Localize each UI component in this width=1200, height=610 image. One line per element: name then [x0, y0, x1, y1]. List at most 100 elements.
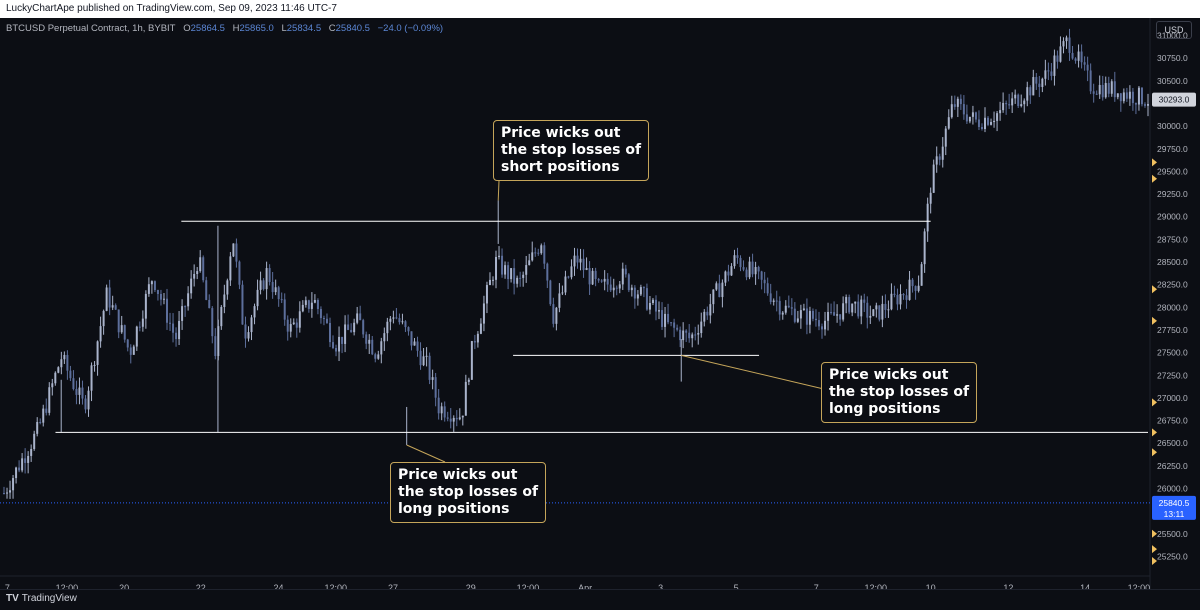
alert-marker-icon[interactable]	[1152, 556, 1157, 565]
candle-body	[531, 252, 534, 261]
y-tick-label: 29750.0	[1157, 144, 1188, 154]
candle-body	[869, 315, 872, 318]
price-chart[interactable]: 31000.030750.030500.030250.030000.029750…	[0, 18, 1200, 589]
candle-body	[488, 279, 491, 286]
candle-body	[510, 268, 513, 280]
chart-area[interactable]: 31000.030750.030500.030250.030000.029750…	[0, 18, 1200, 589]
symbol-name: BTCUSD Perpetual Contract, 1h, BYBIT	[6, 23, 176, 34]
candle-body	[651, 299, 654, 303]
alert-marker-icon[interactable]	[1152, 428, 1157, 437]
candle-body	[401, 321, 404, 323]
candle-body	[748, 261, 751, 278]
candle-body	[857, 301, 860, 317]
alert-marker-icon[interactable]	[1152, 529, 1157, 538]
currency-button[interactable]: USD	[1156, 21, 1192, 39]
alert-marker-icon[interactable]	[1152, 174, 1157, 183]
candle-body	[380, 341, 383, 355]
candle-body	[292, 322, 295, 325]
candle-body	[365, 334, 368, 344]
alert-marker-icon[interactable]	[1152, 316, 1157, 325]
candle-body	[845, 297, 848, 304]
candle-body	[24, 458, 27, 463]
candle-body	[389, 318, 392, 322]
y-tick-label: 26000.0	[1157, 483, 1188, 493]
candle-body	[648, 302, 651, 310]
candle-body	[12, 478, 15, 491]
candle-body	[250, 317, 253, 333]
candle-body	[673, 322, 676, 328]
candle-body	[908, 279, 911, 300]
candle-body	[621, 268, 624, 285]
candle-body	[528, 260, 531, 266]
candle-body	[265, 268, 268, 290]
candle-body	[754, 267, 757, 275]
candle-body	[766, 283, 769, 294]
candle-body	[1005, 102, 1008, 105]
candle-body	[1002, 102, 1005, 111]
candle-body	[769, 293, 772, 302]
candle-body	[645, 288, 648, 310]
candle-body	[929, 192, 932, 204]
candle-body	[1128, 91, 1131, 99]
candle-body	[449, 418, 452, 422]
candle-body	[39, 421, 42, 423]
candle-body	[440, 406, 443, 414]
candle-body	[141, 318, 144, 327]
x-tick-label: 22	[196, 583, 206, 589]
candle-body	[821, 326, 824, 330]
candle-body	[902, 294, 905, 296]
candle-body	[1014, 94, 1017, 99]
candle-body	[887, 309, 890, 311]
candle-body	[1059, 46, 1062, 62]
candle-body	[1053, 55, 1056, 76]
candle-body	[642, 287, 645, 289]
tradingview-logo[interactable]: TV TradingView	[6, 593, 77, 604]
candle-body	[896, 294, 899, 305]
candle-body	[205, 280, 208, 300]
candle-body	[75, 389, 78, 395]
candle-body	[715, 283, 718, 290]
alert-marker-icon[interactable]	[1152, 398, 1157, 407]
candle-body	[328, 322, 331, 343]
candle-body	[799, 310, 802, 319]
candle-body	[920, 264, 923, 286]
candle-body	[884, 303, 887, 310]
candle-body	[944, 128, 947, 147]
candle-body	[48, 387, 51, 413]
candle-body	[1086, 64, 1089, 71]
candle-body	[190, 278, 193, 294]
candle-body	[1083, 62, 1086, 65]
candle-body	[175, 332, 178, 340]
alert-marker-icon[interactable]	[1152, 545, 1157, 554]
candle-body	[72, 378, 75, 390]
candle-body	[594, 270, 597, 279]
annotation-leader	[681, 354, 829, 391]
candle-body	[1147, 104, 1149, 106]
candle-body	[479, 323, 482, 334]
candle-body	[703, 311, 706, 322]
candle-body	[117, 309, 120, 333]
candle-body	[404, 321, 407, 328]
candle-body	[682, 330, 685, 341]
candle-body	[232, 243, 235, 257]
candle-body	[434, 377, 437, 398]
candle-body	[639, 287, 642, 295]
annotation-leader	[406, 444, 446, 463]
candle-body	[962, 104, 965, 115]
candle-body	[350, 329, 353, 333]
alert-marker-icon[interactable]	[1152, 448, 1157, 457]
candle-body	[21, 458, 24, 471]
candle-body	[525, 265, 528, 275]
candle-body	[498, 255, 501, 257]
alert-marker-icon[interactable]	[1152, 158, 1157, 167]
price-axis[interactable]	[1150, 18, 1200, 589]
candle-body	[1095, 93, 1098, 95]
candle-body	[1104, 83, 1107, 98]
candle-body	[114, 305, 117, 310]
candle-body	[802, 308, 805, 311]
alert-marker-icon[interactable]	[1152, 285, 1157, 294]
x-tick-label: 12:00	[56, 583, 79, 589]
candle-body	[709, 304, 712, 316]
candle-body	[15, 467, 18, 479]
candle-body	[111, 305, 114, 308]
